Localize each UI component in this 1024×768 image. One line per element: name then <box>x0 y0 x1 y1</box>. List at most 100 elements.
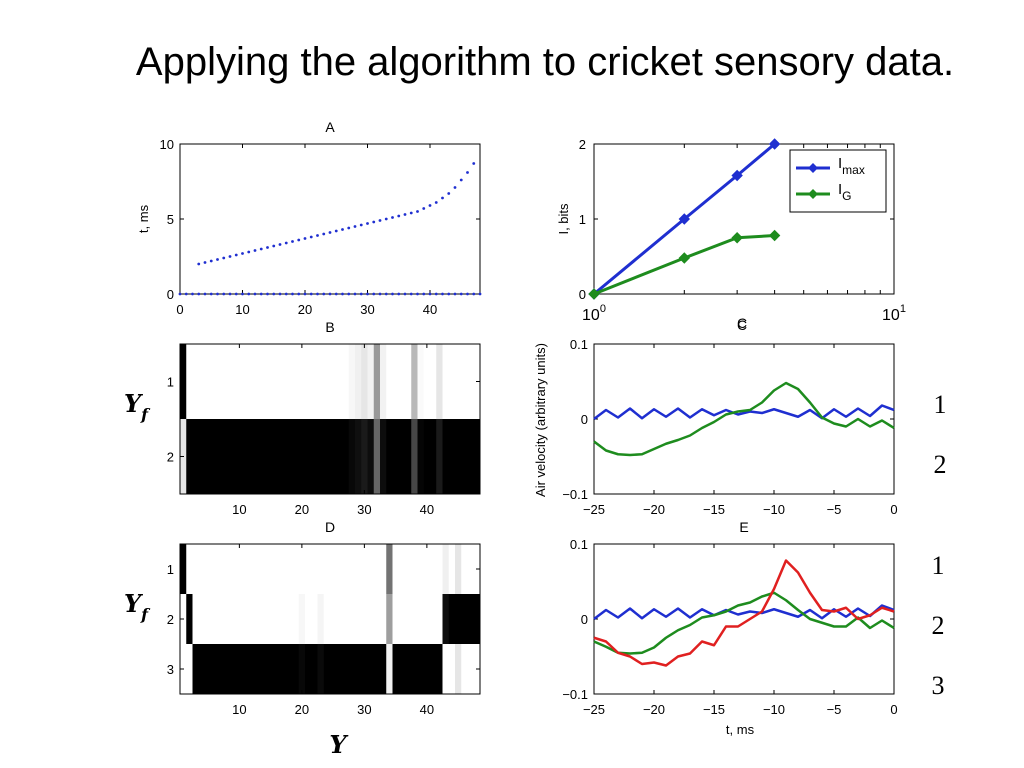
panel-d-cell <box>361 544 368 595</box>
panel-d-cell <box>430 544 437 595</box>
panel-d-cell <box>192 644 200 695</box>
panel-c-xtick-label: −15 <box>703 502 725 517</box>
panel-d-cell <box>242 594 250 645</box>
panel-b-cell <box>192 419 200 495</box>
panel-b-cell <box>242 419 250 495</box>
panel-n-legend-label: IG <box>838 181 852 203</box>
panel-d-cell <box>248 594 256 645</box>
panel-b-cell <box>448 344 456 420</box>
panel-d-cell <box>317 644 325 695</box>
panel-d-cell <box>430 644 437 695</box>
panel-d-cell <box>236 544 243 595</box>
panel-d-cell <box>261 644 268 695</box>
panel-b-cell <box>417 419 425 495</box>
panel-d-cell <box>280 594 287 645</box>
panel-d-cell <box>198 594 206 645</box>
panel-b-cell <box>348 419 356 495</box>
panel-a-point <box>347 226 351 230</box>
panel-b-cell <box>386 419 393 495</box>
panel-d-cell <box>186 544 193 595</box>
panel-d-cell <box>342 544 350 595</box>
panel-c-series-line <box>593 381 895 457</box>
panel-d-cell <box>273 644 281 695</box>
panel-a-point <box>309 292 313 296</box>
panel-a-point <box>278 243 282 246</box>
panel-d-row-label: 3 <box>167 662 174 677</box>
panel-b-xtick-label: 20 <box>295 502 309 517</box>
panel-d-cell <box>442 644 450 695</box>
panel-d-cell <box>230 594 237 645</box>
panel-a-point <box>441 292 444 296</box>
panel-b-cell <box>423 419 431 495</box>
panel-b-cell <box>217 419 225 495</box>
panel-d-cell <box>198 544 206 595</box>
panel-d-cell <box>461 544 468 595</box>
panel-a-point <box>209 292 213 296</box>
panel-b-cell <box>367 419 375 495</box>
panel-d-cell <box>355 644 362 695</box>
panel-b-title: B <box>325 319 334 335</box>
panel-d-cell <box>330 544 337 595</box>
panel-b-cell <box>298 419 306 495</box>
panel-b-cell <box>411 419 418 495</box>
panel-d-cell <box>455 544 462 595</box>
panel-b-cell <box>442 419 450 495</box>
panel-d-cell <box>436 594 443 645</box>
panel-d-cell <box>467 644 475 695</box>
panel-e-xlabel: t, ms <box>726 722 755 737</box>
panel-e-title: E <box>739 519 748 535</box>
panel-b-cell <box>211 344 218 420</box>
panel-a-frame <box>179 143 481 295</box>
panel-b-cell <box>267 344 275 420</box>
panel-b-cell <box>430 419 437 495</box>
panel-d-cell <box>211 594 218 645</box>
panel-n-marker <box>731 232 743 244</box>
panel-d-cell <box>417 544 425 595</box>
panel-d-cell <box>205 594 212 645</box>
panel-d-cell <box>336 644 343 695</box>
panel-n-legend <box>789 149 887 213</box>
panel-c-series-line <box>593 404 895 420</box>
panel-c-xtick-label: −20 <box>643 502 665 517</box>
panel-a-point <box>447 192 451 195</box>
panel-d-cell <box>280 544 287 595</box>
panel-a-point <box>197 292 201 296</box>
panel-d-cell <box>223 644 231 695</box>
panel-a-point <box>372 220 376 224</box>
panel-b-row-label: 2 <box>167 450 174 465</box>
panel-b-cell <box>311 344 318 420</box>
panel-a-ytick-label: 5 <box>167 212 174 227</box>
panel-d-cell <box>367 594 375 645</box>
panel-b-cell <box>198 344 206 420</box>
panel-d-cell <box>298 594 306 645</box>
panel-b-cell <box>261 344 268 420</box>
panel-a-point <box>334 292 338 296</box>
panel-a-point <box>453 292 457 296</box>
panel-b-cell <box>280 344 287 420</box>
panel-b-xtick-label: 10 <box>232 502 246 517</box>
panel-b-cell <box>248 344 256 420</box>
panel-b-cell <box>192 344 200 420</box>
panel-d-cell <box>467 594 475 645</box>
panel-d-cell <box>323 644 331 695</box>
panel-d-cell <box>355 544 362 595</box>
panel-d-cell <box>298 644 306 695</box>
panel-d-cell <box>373 644 381 695</box>
panel-n-series-line <box>593 142 776 296</box>
panel-b-cell <box>286 344 293 420</box>
panel-c-ytick-label: 0 <box>581 412 588 427</box>
panel-c-title: C <box>737 315 747 331</box>
panel-a-point <box>428 204 432 207</box>
panel-b-cell <box>230 344 237 420</box>
panel-a-point <box>378 292 382 296</box>
panel-a-point <box>453 186 457 189</box>
panel-b-cell <box>323 344 331 420</box>
panel-a-point <box>272 292 276 296</box>
panel-a-point <box>466 171 469 174</box>
panel-b-cell <box>317 419 325 495</box>
panel-a-point <box>241 252 244 255</box>
panel-a-point <box>328 231 332 234</box>
yf-label-b: Yf <box>124 389 151 424</box>
panel-c-ytick-label: 0.1 <box>570 337 588 352</box>
panel-d-cell <box>367 644 375 695</box>
